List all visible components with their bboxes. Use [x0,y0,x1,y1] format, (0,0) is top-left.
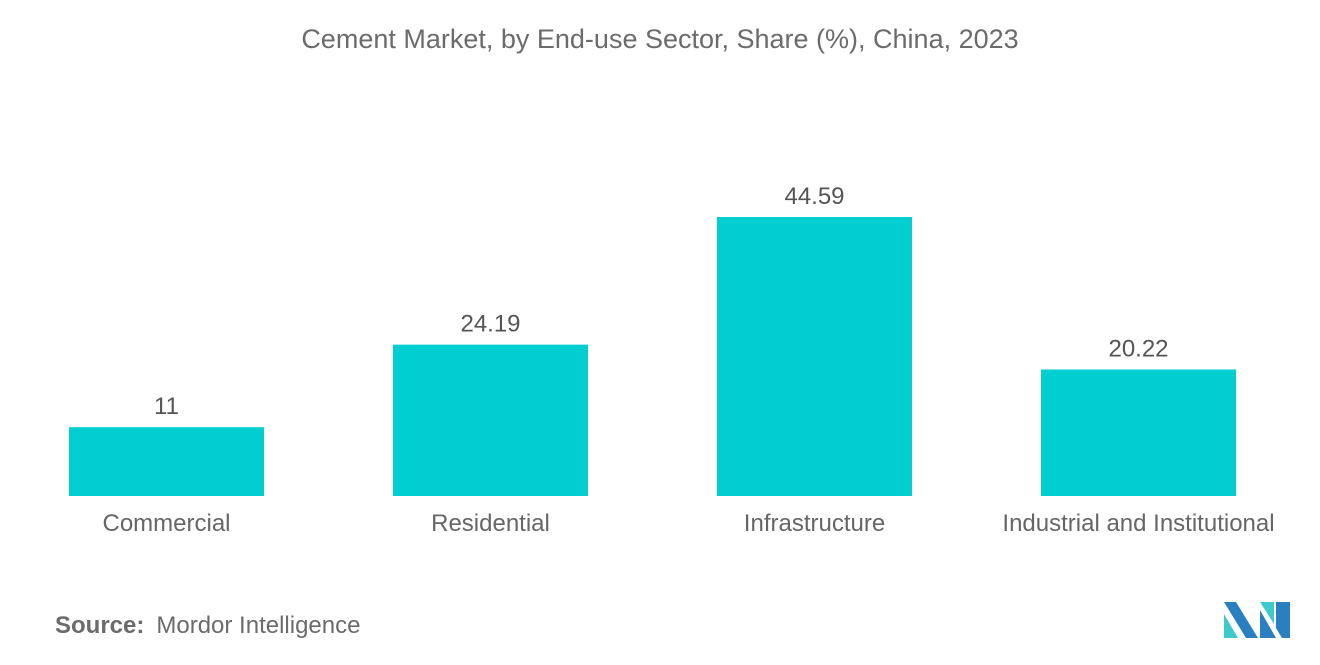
data-label: 11 [154,393,179,420]
source-value: Mordor Intelligence [156,612,361,639]
bar-infrastructure [717,217,912,496]
mordor-logo [1224,602,1290,638]
x-tick-label: Industrial and Institutional [1002,510,1274,537]
x-tick-label: Infrastructure [744,510,885,537]
bar-chart: 11 Commercial 24.19 Residential 44.59 Infrast… [69,183,1275,537]
chart-title: Cement Market, by End-use Sector, Share … [301,24,1019,54]
data-label: 44.59 [784,183,844,210]
source-note: Source: Mordor Intelligence [55,612,360,640]
bar-commercial [69,427,264,496]
bar-residential [393,344,588,496]
source-label: Source: [55,612,145,639]
data-label: 24.19 [460,311,520,338]
bar-industrial-and-institutional [1041,369,1236,496]
data-label: 20.22 [1108,335,1168,362]
x-tick-label: Commercial [102,510,230,537]
x-tick-label: Residential [431,510,550,537]
